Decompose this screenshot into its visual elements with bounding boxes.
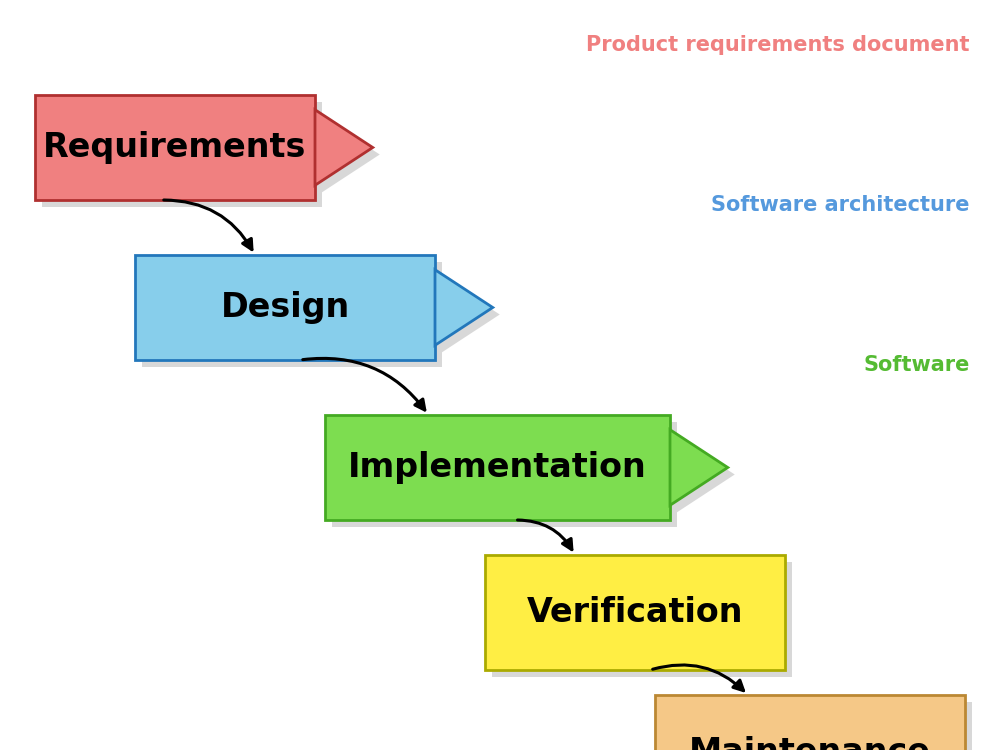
FancyBboxPatch shape [655, 695, 965, 750]
Text: Implementation: Implementation [348, 451, 647, 484]
Text: Software: Software [864, 355, 970, 375]
FancyBboxPatch shape [662, 702, 972, 750]
Text: Maintenance: Maintenance [689, 736, 931, 750]
FancyBboxPatch shape [142, 262, 442, 367]
Text: Design: Design [220, 291, 350, 324]
Text: Requirements: Requirements [43, 131, 307, 164]
Polygon shape [435, 270, 493, 345]
Polygon shape [322, 117, 380, 192]
FancyBboxPatch shape [325, 415, 670, 520]
FancyBboxPatch shape [332, 422, 677, 527]
Polygon shape [677, 436, 735, 512]
Polygon shape [442, 277, 500, 352]
FancyBboxPatch shape [485, 555, 785, 670]
FancyBboxPatch shape [135, 255, 435, 360]
Text: Product requirements document: Product requirements document [586, 35, 970, 55]
FancyBboxPatch shape [35, 95, 315, 200]
Text: Verification: Verification [527, 596, 743, 629]
FancyBboxPatch shape [492, 562, 792, 677]
Text: Software architecture: Software architecture [711, 195, 970, 215]
FancyBboxPatch shape [42, 102, 322, 207]
Polygon shape [315, 110, 373, 185]
Polygon shape [670, 430, 728, 506]
